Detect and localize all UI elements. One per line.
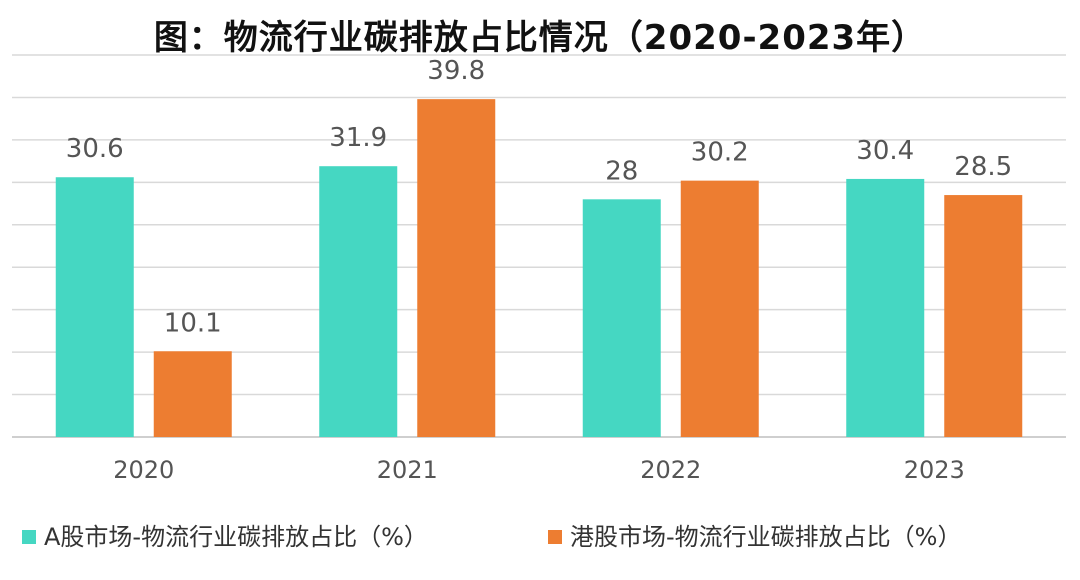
data-label: 39.8 — [427, 56, 485, 86]
bar-2020-series-2 — [153, 351, 232, 437]
bar-2021-series-2 — [417, 99, 496, 438]
legend-swatch — [22, 530, 36, 544]
bar-2023-series-2 — [944, 195, 1023, 437]
data-label: 31.9 — [329, 123, 387, 153]
data-label: 30.6 — [66, 134, 124, 164]
chart-title: 图：物流行业碳排放占比情况（2020-2023年） — [153, 18, 927, 58]
data-labels: 30.6 10.1 31.9 39.8 28 30.2 30.4 28.5 — [66, 56, 1012, 338]
x-tick-label: 2023 — [904, 456, 965, 484]
bar-2020-series-1 — [55, 177, 134, 438]
x-tick-label: 2020 — [113, 456, 174, 484]
data-label: 30.2 — [691, 138, 749, 168]
bars — [55, 99, 1023, 438]
legend: A股市场-物流行业碳排放占比（%） 港股市场-物流行业碳排放占比（%） — [22, 523, 961, 551]
bar-2021-series-1 — [319, 166, 398, 437]
x-axis-ticks: 2020 2021 2022 2023 — [113, 456, 965, 484]
legend-label: A股市场-物流行业碳排放占比（%） — [44, 523, 428, 551]
x-tick-label: 2022 — [640, 456, 701, 484]
legend-swatch — [548, 530, 562, 544]
data-label: 28.5 — [954, 152, 1012, 182]
data-label: 30.4 — [856, 136, 914, 166]
bar-2023-series-1 — [846, 178, 925, 437]
data-label: 10.1 — [164, 308, 222, 338]
data-label: 28 — [605, 156, 638, 186]
bar-2022-series-1 — [582, 199, 661, 437]
x-tick-label: 2021 — [377, 456, 438, 484]
bar-2022-series-2 — [680, 180, 759, 437]
legend-label: 港股市场-物流行业碳排放占比（%） — [570, 523, 961, 551]
